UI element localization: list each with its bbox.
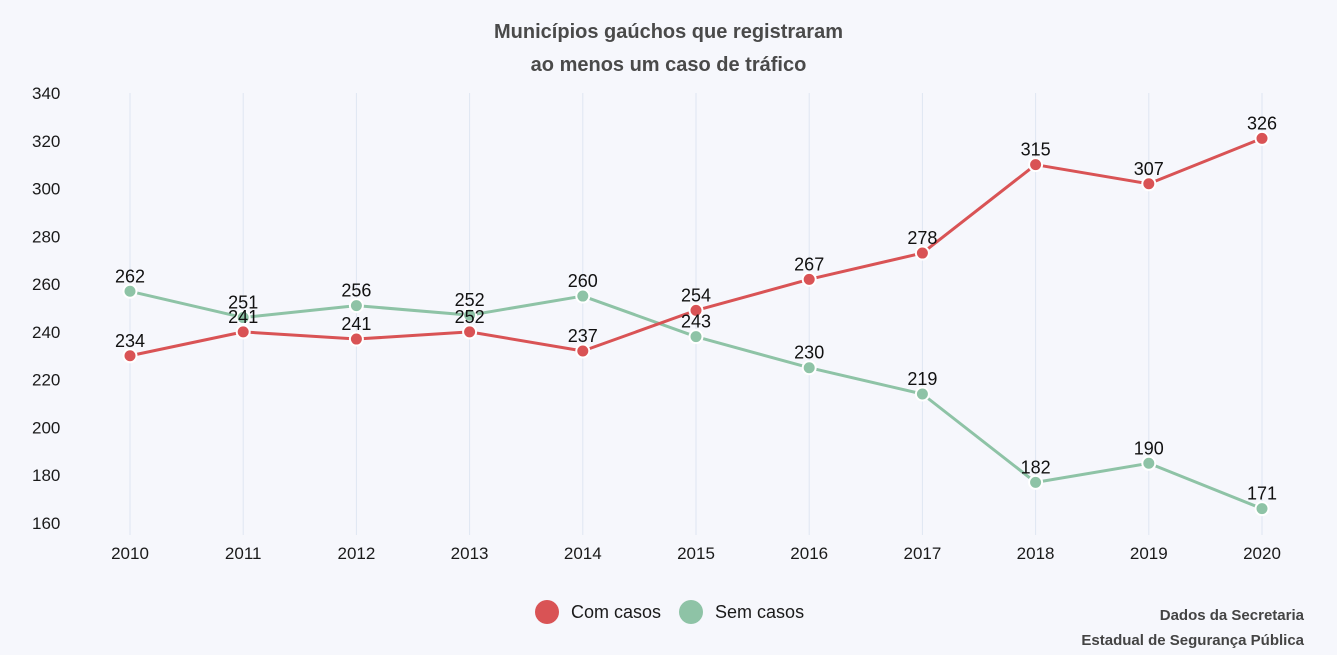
data-point-sem-casos-2012 [348, 298, 364, 314]
legend-marker-sem-casos [679, 600, 704, 624]
data-point-sem-casos-2014 [575, 288, 591, 304]
legend-label-com-casos: Com casos [571, 601, 662, 622]
data-label-sem-casos-2016: 230 [794, 343, 824, 363]
data-point-com-casos-2020 [1254, 130, 1270, 146]
x-tick-label-2012: 2012 [337, 544, 375, 563]
data-point-com-casos-2017 [914, 245, 930, 261]
y-tick-label-220: 220 [32, 371, 60, 390]
data-label-com-casos-2016: 267 [794, 254, 824, 274]
data-label-sem-casos-2020: 171 [1247, 484, 1277, 504]
source-line-1: Dados da Secretaria [1159, 607, 1304, 624]
data-label-sem-casos-2017: 219 [907, 369, 937, 389]
data-label-com-casos-2011: 241 [228, 307, 258, 327]
x-tick-label-2010: 2010 [111, 544, 149, 563]
legend-item-com-casos[interactable]: Com casos [535, 600, 661, 624]
y-tick-label-160: 160 [32, 514, 60, 533]
x-tick-label-2019: 2019 [1130, 544, 1168, 563]
legend-label-sem-casos: Sem casos [715, 601, 805, 622]
y-tick-label-260: 260 [32, 275, 60, 294]
x-tick-label-2020: 2020 [1243, 544, 1281, 563]
data-point-com-casos-2012 [348, 331, 364, 347]
legend: Com casos Sem casos [535, 600, 804, 624]
data-label-com-casos-2013: 252 [455, 307, 485, 327]
data-label-sem-casos-2011: 251 [228, 293, 258, 313]
data-point-com-casos-2013 [462, 324, 478, 340]
x-tick-label-2018: 2018 [1017, 544, 1055, 563]
data-label-sem-casos-2015: 243 [681, 312, 711, 332]
data-point-sem-casos-2020 [1254, 501, 1270, 517]
data-label-com-casos-2010: 234 [115, 331, 145, 351]
data-point-sem-casos-2017 [914, 386, 930, 402]
data-point-sem-casos-2019 [1141, 455, 1157, 471]
data-point-sem-casos-2013 [462, 307, 478, 323]
legend-marker-com-casos [535, 600, 559, 624]
data-label-com-casos-2020: 326 [1247, 113, 1277, 133]
data-label-com-casos-2017: 278 [907, 228, 937, 248]
data-point-com-casos-2019 [1141, 176, 1157, 192]
data-label-com-casos-2015: 254 [681, 285, 711, 305]
data-label-sem-casos-2018: 182 [1021, 457, 1051, 477]
x-tick-label-2011: 2011 [225, 544, 262, 563]
data-label-sem-casos-2013: 252 [455, 290, 485, 310]
chart-title-line-1: Municípios gaúchos que registraram [494, 21, 843, 43]
x-tick-label-2014: 2014 [564, 544, 602, 563]
source-note: Dados da Secretaria Estadual de Seguranç… [1081, 603, 1304, 653]
data-label-sem-casos-2014: 260 [568, 271, 598, 291]
data-point-com-casos-2014 [575, 343, 591, 359]
source-line-2: Estadual de Segurança Pública [1081, 632, 1304, 649]
y-tick-label-240: 240 [32, 323, 60, 342]
data-point-sem-casos-2011 [235, 310, 251, 326]
data-label-com-casos-2012: 241 [341, 314, 371, 334]
y-tick-label-300: 300 [32, 180, 60, 199]
data-label-com-casos-2019: 307 [1134, 159, 1164, 179]
y-tick-label-200: 200 [32, 418, 60, 437]
data-label-com-casos-2018: 315 [1021, 140, 1051, 160]
legend-item-sem-casos[interactable]: Sem casos [679, 600, 804, 624]
data-point-sem-casos-2016 [801, 360, 817, 376]
data-point-sem-casos-2018 [1028, 474, 1044, 490]
x-tick-label-2015: 2015 [677, 544, 715, 563]
chart-title: Municípios gaúchos que registraram ao me… [0, 16, 1337, 82]
data-label-sem-casos-2012: 256 [341, 281, 371, 301]
data-label-sem-casos-2010: 262 [115, 266, 145, 286]
y-tick-label-180: 180 [32, 466, 60, 485]
data-point-com-casos-2015 [688, 302, 704, 318]
x-tick-label-2013: 2013 [451, 544, 489, 563]
data-label-sem-casos-2019: 190 [1134, 438, 1164, 458]
chart-title-line-2: ao menos um caso de tráfico [530, 54, 807, 76]
data-point-com-casos-2016 [801, 271, 817, 287]
data-point-com-casos-2010 [122, 348, 138, 364]
data-point-com-casos-2011 [235, 324, 251, 340]
x-tick-label-2017: 2017 [903, 544, 941, 563]
data-label-com-casos-2014: 237 [568, 326, 598, 346]
line-chart: 160 180 200 220 240 260 280 300 320 340 2010 2011 20… [32, 84, 1281, 563]
data-point-sem-casos-2015 [688, 329, 704, 345]
data-point-com-casos-2018 [1028, 157, 1044, 173]
y-tick-label-320: 320 [32, 132, 60, 151]
y-tick-label-280: 280 [32, 227, 60, 246]
y-tick-label-340: 340 [32, 84, 60, 103]
data-point-sem-casos-2010 [122, 283, 138, 299]
x-tick-label-2016: 2016 [790, 544, 828, 563]
